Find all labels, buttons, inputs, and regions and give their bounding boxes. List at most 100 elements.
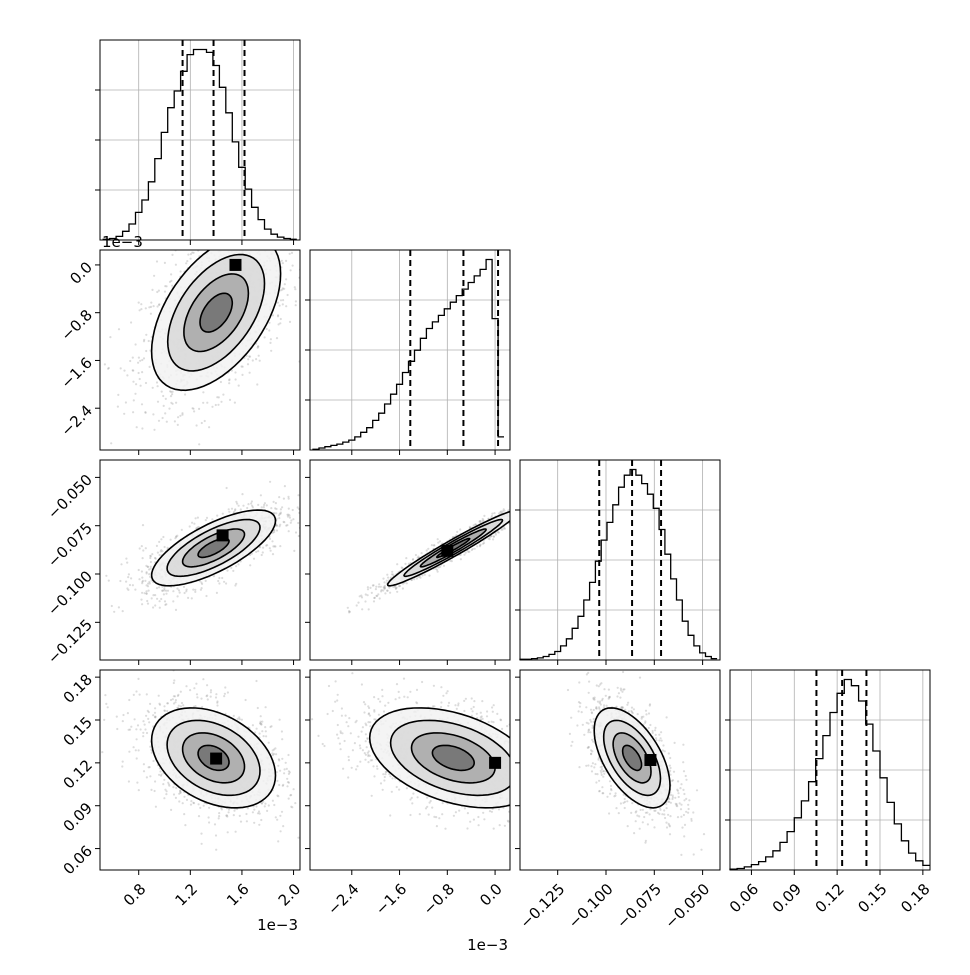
sample-point	[260, 715, 262, 717]
sample-point	[258, 225, 260, 227]
sample-point	[122, 610, 124, 612]
sample-point	[417, 557, 419, 559]
sample-point	[284, 228, 286, 230]
sample-point	[108, 580, 110, 582]
sample-point	[525, 508, 527, 510]
sample-point	[306, 506, 308, 508]
sample-point	[427, 548, 429, 550]
sample-point	[216, 515, 218, 517]
sample-point	[185, 685, 187, 687]
sample-point	[523, 506, 525, 508]
sample-point	[304, 255, 306, 257]
sample-point	[140, 599, 142, 601]
sample-point	[144, 592, 146, 594]
sample-point	[184, 824, 186, 826]
sample-point	[388, 587, 390, 589]
sample-point	[130, 577, 132, 579]
sample-point	[271, 540, 273, 542]
sample-point	[137, 362, 139, 364]
sample-point	[179, 415, 181, 417]
sample-point	[236, 503, 238, 505]
sample-point	[163, 588, 165, 590]
sample-point	[276, 529, 278, 531]
sample-point	[316, 279, 318, 281]
sample-point	[135, 728, 137, 730]
sample-point	[278, 323, 280, 325]
sample-point	[272, 314, 274, 316]
sample-point	[170, 539, 172, 541]
sample-point	[125, 558, 127, 560]
sample-point	[151, 597, 153, 599]
sample-point	[511, 506, 513, 508]
sample-point	[550, 494, 552, 496]
sample-point	[541, 490, 543, 492]
sample-point	[359, 595, 361, 597]
sample-point	[269, 235, 271, 237]
sample-point	[148, 590, 150, 592]
sample-point	[279, 525, 281, 527]
sample-point	[104, 363, 106, 365]
sample-point	[194, 591, 196, 593]
sample-point	[433, 544, 435, 546]
sample-point	[523, 506, 525, 508]
sample-point	[164, 262, 166, 264]
sample-point	[156, 381, 158, 383]
sample-point	[265, 545, 267, 547]
sample-point	[368, 608, 370, 610]
sample-point	[239, 207, 241, 209]
density-peak	[217, 529, 229, 541]
sample-point	[292, 509, 294, 511]
sample-point	[367, 594, 369, 596]
sample-point	[192, 229, 194, 231]
sample-point	[166, 710, 168, 712]
sample-point	[183, 586, 185, 588]
sample-point	[306, 512, 308, 514]
sample-point	[401, 566, 403, 568]
sample-point	[257, 345, 259, 347]
sample-point	[164, 546, 166, 548]
sample-point	[256, 383, 258, 385]
sample-point	[532, 511, 534, 513]
sample-point	[234, 236, 236, 238]
sample-point	[538, 504, 540, 506]
sample-point	[162, 395, 164, 397]
sample-point	[313, 535, 315, 537]
sample-point	[161, 590, 163, 592]
sample-point	[297, 230, 299, 232]
sample-point	[318, 260, 320, 262]
sample-point	[184, 393, 186, 395]
sample-point	[304, 232, 306, 234]
density-peak	[229, 259, 241, 271]
sample-point	[162, 536, 164, 538]
sample-point	[286, 768, 288, 770]
sample-point	[248, 202, 250, 204]
sample-point	[193, 523, 195, 525]
sample-point	[183, 244, 185, 246]
sample-point	[234, 371, 236, 373]
sample-point	[280, 830, 282, 832]
sample-point	[262, 232, 264, 234]
sample-point	[181, 412, 183, 414]
sample-point	[274, 225, 276, 227]
sample-point	[294, 802, 296, 804]
sample-point	[272, 214, 274, 216]
sample-point	[222, 394, 224, 396]
sample-point	[169, 390, 171, 392]
sample-point	[302, 272, 304, 274]
sample-point	[206, 402, 208, 404]
sample-point	[549, 494, 551, 496]
sample-point	[251, 241, 253, 243]
sample-point	[528, 508, 530, 510]
sample-point	[248, 355, 250, 357]
sample-point	[105, 703, 107, 705]
sample-point	[180, 270, 182, 272]
sample-point	[529, 498, 531, 500]
sample-point	[177, 416, 179, 418]
sample-point	[230, 567, 232, 569]
sample-point	[304, 515, 306, 517]
sample-point	[361, 608, 363, 610]
sample-point	[123, 413, 125, 415]
sample-point	[297, 506, 299, 508]
sample-point	[139, 547, 141, 549]
sample-point	[141, 570, 143, 572]
